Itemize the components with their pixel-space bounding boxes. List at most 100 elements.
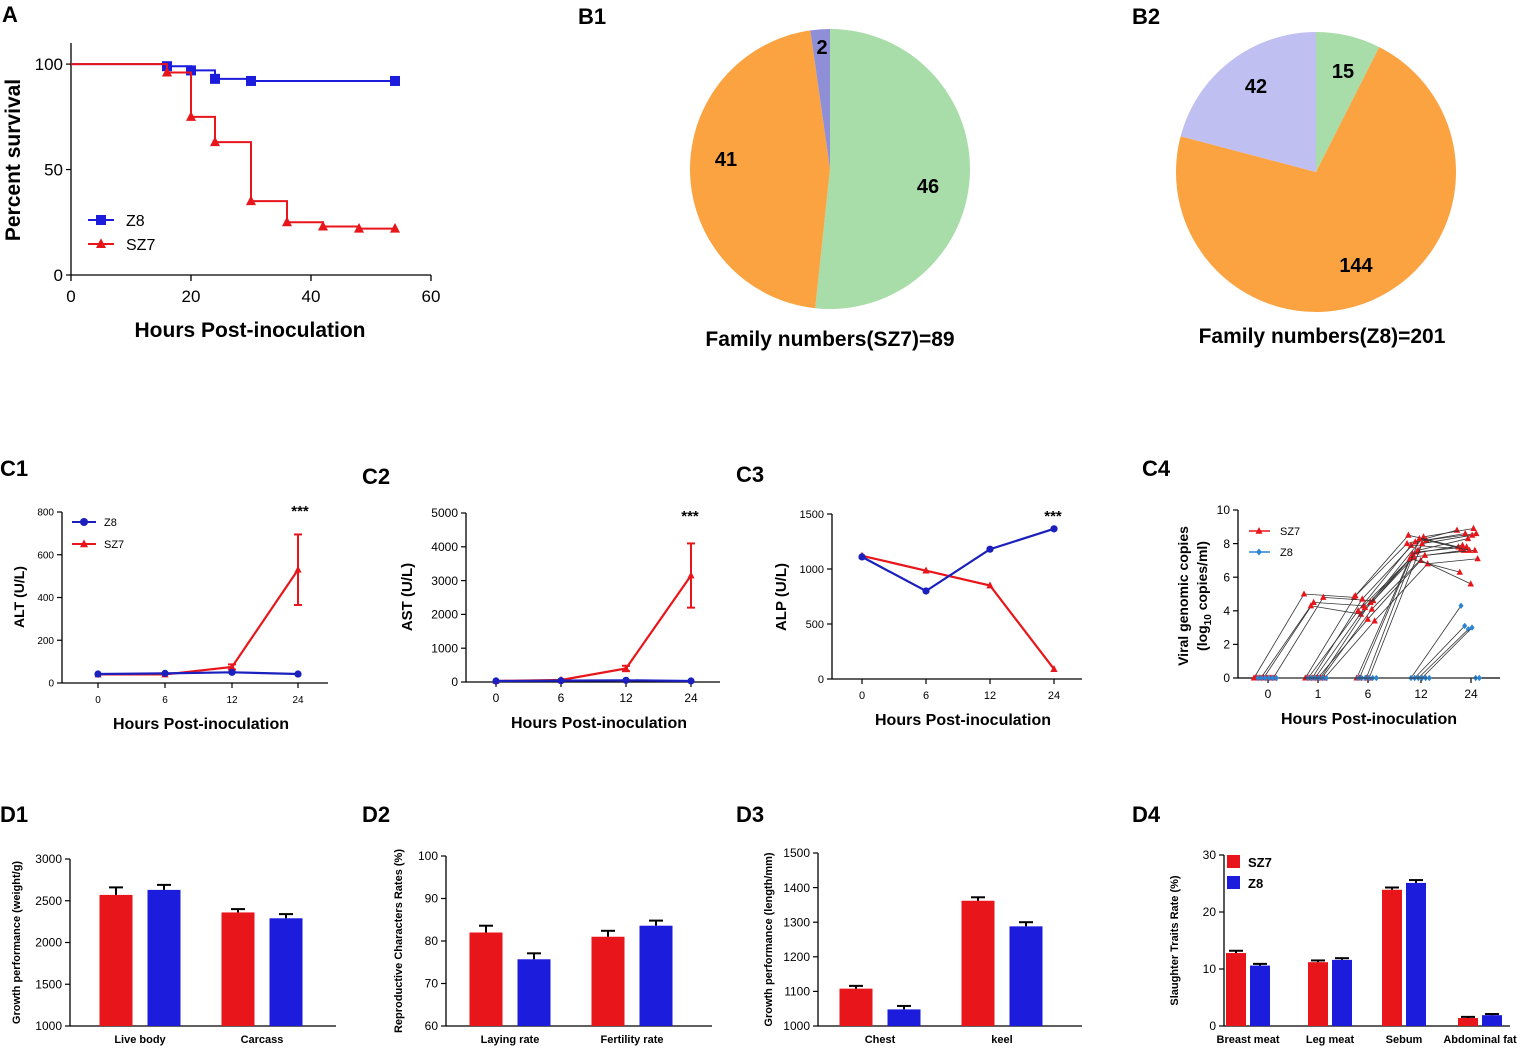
panel-label-b1: B1 — [578, 4, 606, 29]
a-x-tick-label: 60 — [422, 287, 441, 306]
c4-sz7-track-line — [1269, 534, 1473, 679]
d4-bar-z8 — [1250, 965, 1270, 1026]
a-point-z8 — [390, 75, 400, 86]
c4-sz7-point — [1421, 551, 1429, 558]
d2-y-axis-label: Reproductive Characters Rates (%) — [393, 849, 405, 1033]
c2-y-tick-label: 3000 — [431, 574, 458, 588]
c4-z8-point — [1266, 674, 1272, 682]
a-point-sz7 — [186, 111, 196, 121]
c1-x-axis-label: Hours Post-inoculation — [113, 716, 289, 733]
a-point-z8 — [210, 73, 220, 84]
c4-sz7-point — [1364, 615, 1371, 622]
c4-legend-marker-sz7 — [1255, 526, 1263, 534]
c1-z8-point — [94, 670, 102, 678]
c2-sz7-point — [687, 571, 695, 579]
c4-sz7-point — [1409, 550, 1416, 557]
d3-bar-sz7 — [961, 900, 995, 1026]
b2-slice-15 — [1316, 32, 1380, 172]
c3-z8-line — [861, 527, 1055, 593]
c4-sz7-point — [1467, 580, 1474, 587]
b2-slice-42 — [1180, 32, 1316, 172]
d3-y-tick-label: 1300 — [783, 915, 810, 929]
panel-label-c1: C1 — [0, 456, 28, 481]
d1-y-tick-label: 1000 — [35, 1019, 62, 1033]
c3-z8-point — [1050, 525, 1058, 533]
c1-legend-label-z8: Z8 — [104, 517, 117, 529]
c4-legend-label-z8: Z8 — [1280, 547, 1293, 559]
c1-z8-point — [294, 670, 302, 678]
d3-category-label: Chest — [865, 1034, 896, 1046]
c1-x-tick-label: 24 — [292, 695, 304, 706]
c4-z8-point — [1262, 674, 1268, 682]
c4-x-axis-label: Hours Post-inoculation — [1281, 711, 1457, 728]
c2-y-tick-label: 4000 — [431, 540, 458, 554]
d4-bar-z8 — [1406, 882, 1426, 1026]
c4-z8-point — [1373, 674, 1379, 682]
panel-label-d1: D1 — [0, 802, 28, 827]
d3-y-tick-label: 1500 — [783, 846, 810, 860]
d2-category-label: Laying rate — [481, 1034, 540, 1046]
c3-y-tick-label: 1500 — [800, 509, 824, 521]
d1-bar-z8 — [269, 918, 303, 1026]
c1-sz7-point — [294, 565, 302, 573]
c4-y-tick-label: 6 — [1223, 570, 1230, 584]
d4-y-tick-label: 30 — [1203, 848, 1217, 862]
c2-y-tick-label: 0 — [451, 675, 458, 689]
c4-y-tick-label: 10 — [1217, 503, 1231, 517]
d4-y-tick-label: 10 — [1203, 962, 1217, 976]
c3-y-tick-label: 0 — [818, 674, 824, 686]
panel-label-d3: D3 — [736, 802, 764, 827]
c4-z8-point — [1462, 622, 1468, 630]
c4-sz7-point — [1418, 539, 1426, 547]
c4-sz7-point — [1307, 602, 1315, 609]
c4-sz7-point — [1471, 546, 1479, 553]
d4-bar-z8 — [1482, 1015, 1502, 1026]
d4-category-label: Abdominal fat — [1443, 1034, 1517, 1046]
c4-sz7-point — [1466, 546, 1473, 553]
c4-sz7-point — [1359, 595, 1366, 602]
c4-z8-point — [1270, 674, 1276, 682]
c4-sz7-point — [1320, 593, 1327, 600]
c2-sz7-point — [622, 664, 630, 672]
a-x-tick-label: 0 — [66, 287, 75, 306]
a-y-axis-label: Percent survival — [2, 79, 25, 241]
c3-sz7-point — [1050, 664, 1058, 672]
b1-slice-label-2: 2 — [816, 37, 827, 59]
d1-category-label: Carcass — [241, 1034, 284, 1046]
c2-y-tick-label: 5000 — [431, 506, 458, 520]
d3-y-axis-label: Growth performance (length/mm) — [763, 852, 775, 1027]
d2-y-tick-label: 80 — [425, 934, 439, 948]
d4-legend-swatch-z8 — [1227, 876, 1240, 889]
a-x-tick-label: 20 — [182, 287, 201, 306]
d3-y-tick-label: 1400 — [783, 881, 810, 895]
a-point-z8 — [246, 75, 256, 86]
c1-significance: *** — [291, 503, 309, 520]
a-point-sz7 — [162, 66, 172, 77]
c4-sz7-point — [1420, 533, 1427, 540]
d4-bar-sz7 — [1226, 953, 1246, 1026]
a-legend-marker-z8 — [96, 215, 106, 225]
c4-y-label-sub: 10 — [1203, 614, 1214, 626]
d4-legend-label-sz7: SZ7 — [1248, 855, 1272, 870]
a-legend-label-z8: Z8 — [126, 213, 145, 230]
panel-label-d4: D4 — [1132, 802, 1161, 827]
c4-y-tick-label: 0 — [1223, 671, 1230, 685]
c3-x-tick-label: 6 — [923, 690, 929, 702]
c4-sz7-track-line — [1266, 538, 1470, 679]
c4-sz7-point — [1416, 534, 1423, 542]
c2-x-tick-label: 24 — [684, 691, 698, 705]
a-y-tick-label: 0 — [54, 266, 63, 285]
c4-x-tick-label: 1 — [1315, 687, 1322, 701]
b1-slice-label-41: 41 — [715, 149, 737, 171]
panel-label-c3: C3 — [736, 462, 764, 487]
b1-slice-2 — [810, 29, 830, 169]
d4-category-label: Breast meat — [1217, 1034, 1280, 1046]
d1-y-tick-label: 1500 — [35, 977, 62, 991]
c3-x-tick-label: 0 — [859, 690, 865, 702]
c4-z8-point — [1255, 674, 1261, 682]
c4-z8-point — [1476, 674, 1482, 682]
c4-sz7-point — [1361, 603, 1369, 610]
c1-y-tick-label: 400 — [37, 593, 54, 604]
a-series-sz7-line — [71, 63, 395, 230]
d4-bar-sz7 — [1458, 1018, 1478, 1026]
